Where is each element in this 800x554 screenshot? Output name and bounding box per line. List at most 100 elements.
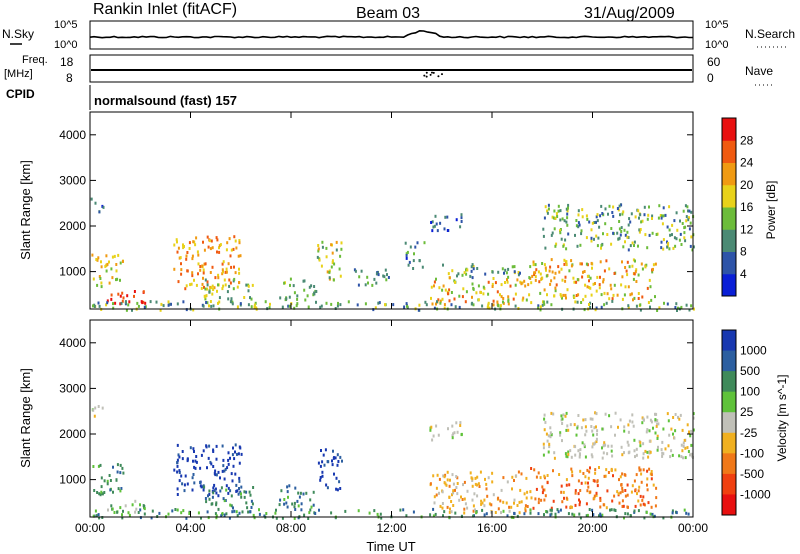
heatmap-cell <box>208 489 211 493</box>
heatmap-cell <box>241 510 244 514</box>
heatmap-cell <box>402 508 405 512</box>
heatmap-cell <box>184 474 187 478</box>
heatmap-cell <box>539 476 542 480</box>
heatmap-cell <box>269 302 271 306</box>
heatmap-cell <box>610 242 613 246</box>
heatmap-cell <box>432 514 435 518</box>
heatmap-cell <box>688 209 691 213</box>
nsearch-label: N.Search <box>745 27 795 41</box>
heatmap-cell <box>637 273 640 277</box>
heatmap-cell <box>519 280 522 284</box>
heatmap-cell <box>268 306 271 310</box>
heatmap-cell <box>529 511 532 515</box>
heatmap-cell <box>599 275 601 279</box>
heatmap-cell <box>595 412 598 416</box>
heatmap-cell <box>232 247 235 251</box>
heatmap-cell <box>595 440 598 443</box>
heatmap-cell <box>646 286 649 290</box>
heatmap-cell <box>245 490 248 494</box>
heatmap-cell <box>655 412 658 416</box>
heatmap-cell <box>591 266 593 270</box>
heatmap-cell <box>325 483 328 487</box>
heatmap-cell <box>645 510 648 514</box>
heatmap-cell <box>587 481 589 485</box>
heatmap-cell <box>111 507 114 511</box>
heatmap-cell <box>105 303 108 307</box>
heatmap-cell <box>240 495 243 499</box>
heatmap-cell <box>430 296 432 300</box>
heatmap-cell <box>455 218 458 222</box>
heatmap-cell <box>119 471 122 475</box>
heatmap-cell <box>218 296 221 300</box>
heatmap-cell <box>648 467 651 471</box>
heatmap-cell <box>554 244 557 248</box>
heatmap-cell <box>601 456 604 460</box>
heatmap-cell <box>524 284 527 288</box>
heatmap-cell <box>533 468 536 472</box>
heatmap-cell <box>608 297 611 301</box>
heatmap-cell <box>279 296 282 300</box>
heatmap-cell <box>642 417 645 421</box>
heatmap-cell <box>664 213 667 217</box>
heatmap-cell <box>364 302 367 306</box>
heatmap-cell <box>580 481 583 485</box>
heatmap-cell <box>584 283 587 287</box>
heatmap-cell <box>638 485 641 489</box>
heatmap-cell <box>629 293 632 297</box>
heatmap-cell <box>629 220 632 224</box>
heatmap-cell <box>404 241 407 245</box>
heatmap-cell <box>607 444 610 448</box>
heatmap-cell <box>431 302 434 306</box>
heatmap-cell <box>208 304 210 308</box>
heatmap-cell <box>569 423 572 427</box>
heatmap-cell <box>518 511 521 515</box>
heatmap-cell <box>634 504 637 508</box>
heatmap-cell <box>221 444 224 448</box>
heatmap-cell <box>582 472 585 475</box>
heatmap-cell <box>194 466 197 470</box>
heatmap-cell <box>380 516 383 520</box>
heatmap-cell <box>238 476 241 480</box>
heatmap-cell <box>477 298 480 302</box>
heatmap-cell <box>543 488 546 492</box>
heatmap-cell <box>407 263 410 267</box>
heatmap-cell <box>122 509 124 513</box>
heatmap-cell <box>238 241 241 245</box>
heatmap-cell <box>296 302 299 306</box>
heatmap-cell <box>480 499 483 503</box>
heatmap-cell <box>191 257 194 261</box>
heatmap-cell <box>471 295 473 299</box>
heatmap-cell <box>491 480 494 484</box>
heatmap-cell <box>182 246 185 250</box>
heatmap-cell <box>574 453 577 457</box>
heatmap-cell <box>550 258 553 262</box>
heatmap-cell <box>537 304 540 308</box>
heatmap-cell <box>578 512 581 516</box>
heatmap-cell <box>676 228 679 232</box>
heatmap-cell <box>238 479 241 483</box>
heatmap-cell <box>296 294 299 298</box>
heatmap-cell <box>668 228 671 232</box>
heatmap-cell <box>236 285 239 289</box>
heatmap-cell <box>219 489 222 493</box>
heatmap-cell <box>338 480 341 484</box>
heatmap-cell <box>232 464 235 468</box>
heatmap-cell <box>632 277 635 281</box>
heatmap-cell <box>456 476 459 480</box>
heatmap-cell <box>537 512 540 516</box>
colorbar-swatch <box>722 371 736 393</box>
heatmap-cell <box>373 277 376 281</box>
heatmap-cell <box>567 203 570 207</box>
heatmap-cell <box>185 257 188 261</box>
heatmap-cell <box>491 270 494 274</box>
heatmap-cell <box>441 490 444 494</box>
heatmap-cell <box>550 433 553 437</box>
heatmap-cell <box>645 263 648 267</box>
heatmap-cell <box>507 267 510 271</box>
heatmap-cell <box>215 236 218 240</box>
heatmap-cell <box>176 461 179 465</box>
heatmap-cell <box>338 267 341 271</box>
heatmap-cell <box>595 306 598 310</box>
heatmap-cell <box>604 222 607 226</box>
heatmap-cell <box>668 433 671 437</box>
